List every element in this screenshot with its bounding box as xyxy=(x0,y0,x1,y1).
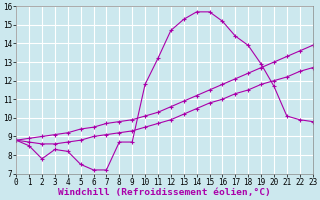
X-axis label: Windchill (Refroidissement éolien,°C): Windchill (Refroidissement éolien,°C) xyxy=(58,188,271,197)
